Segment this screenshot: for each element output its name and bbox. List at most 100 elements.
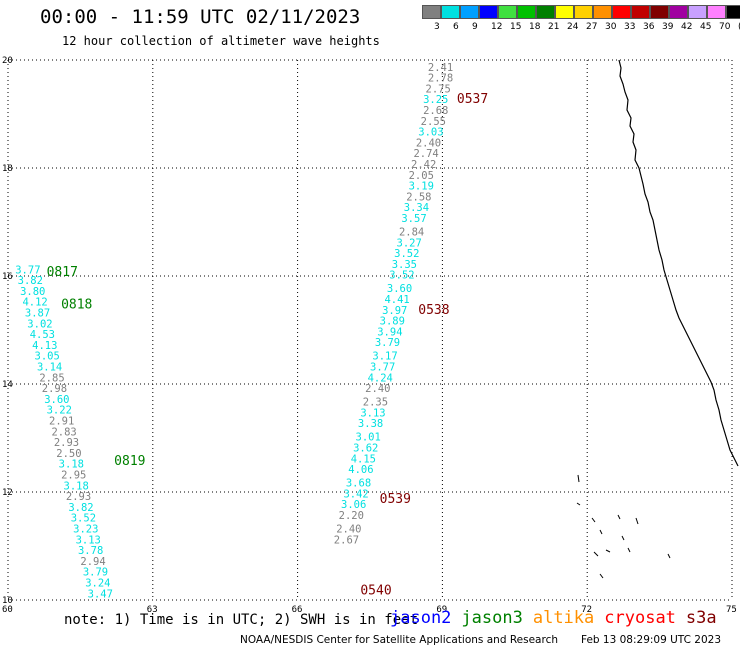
satellite-tracks: 2.412.782.753.252.682.553.032.402.742.42…	[15, 62, 488, 600]
wave-height-value: 3.38	[358, 418, 383, 430]
wave-height-value: 3.80	[20, 286, 45, 298]
units-note: note: 1) Time is in UTC; 2) SWH is in fe…	[64, 612, 419, 628]
wave-height-value: 3.24	[85, 578, 110, 590]
x-tick-label: 66	[292, 605, 303, 615]
colorbar-label: 45	[700, 22, 712, 32]
colorbar-swatch	[460, 5, 479, 19]
wave-height-value: 3.97	[382, 305, 407, 317]
wave-height-value: 2.58	[406, 191, 431, 203]
wave-height-value: 3.14	[37, 362, 62, 374]
wave-height-value: 2.40	[365, 383, 390, 395]
wave-height-value: 3.62	[353, 443, 378, 455]
wave-height-value: 3.25	[423, 94, 448, 106]
india-west-coastline	[618, 59, 739, 467]
wave-height-value: 3.94	[377, 326, 402, 338]
pass-time-label: 0817	[47, 265, 78, 280]
colorbar-swatch	[536, 5, 555, 19]
wave-height-value: 2.40	[336, 524, 361, 536]
colorbar-label: 24	[567, 22, 579, 32]
island-10	[627, 547, 631, 553]
axis-tick-labels: 60 63 66 69 72 75 20 18 16 14 12 10	[2, 56, 737, 615]
island-12	[599, 573, 604, 579]
colorbar-swatch	[593, 5, 612, 19]
colorbar-swatch	[441, 5, 460, 19]
wave-height-value: 3.34	[404, 202, 429, 214]
island-11	[667, 553, 671, 559]
pass-time-label: 0537	[457, 92, 488, 107]
y-tick-label: 18	[2, 164, 13, 174]
colorbar-swatch	[422, 5, 441, 19]
wave-height-value: 3.18	[59, 459, 84, 471]
legend-cryosat: cryosat	[604, 608, 676, 628]
y-tick-label: 14	[2, 380, 13, 390]
wave-height-value: 3.05	[35, 351, 60, 363]
wave-height-value: 2.20	[339, 510, 364, 522]
island-9	[605, 549, 611, 553]
grid-lines	[7, 59, 733, 601]
legend-s3a: s3a	[685, 608, 717, 628]
wave-height-value: 3.23	[73, 524, 98, 536]
colorbar-swatch	[517, 5, 536, 19]
island-2	[576, 502, 581, 506]
colorbar-swatch	[707, 5, 726, 19]
colorbar-label: 30	[605, 22, 617, 32]
wave-height-value: 3.79	[375, 337, 400, 349]
wave-height-value: 2.67	[334, 534, 359, 546]
colorbar-label: 27	[586, 22, 598, 32]
wave-height-value: 3.68	[346, 478, 371, 490]
wave-height-value: 3.47	[88, 588, 113, 600]
colorbar-label: 6	[453, 22, 459, 32]
wave-height-value: 2.35	[363, 397, 388, 409]
island-6	[599, 529, 603, 535]
colorbar-swatch	[650, 5, 669, 19]
colorbar-swatch	[479, 5, 498, 19]
colorbar-swatch	[669, 5, 688, 19]
y-tick-label: 10	[2, 596, 13, 606]
wave-height-value: 3.78	[78, 545, 103, 557]
colorbar-label: 36	[643, 22, 655, 32]
x-tick-label: 60	[2, 605, 13, 615]
source-credit: NOAA/NESDIS Center for Satellite Applica…	[240, 634, 558, 646]
map-subtitle: 12 hour collection of altimeter wave hei…	[62, 34, 380, 48]
wave-height-value: 2.40	[416, 137, 441, 149]
pass-time-label: 0539	[380, 492, 411, 507]
x-tick-label: 69	[436, 605, 447, 615]
y-tick-label: 20	[2, 56, 13, 66]
wave-height-value: 3.52	[71, 513, 96, 525]
wave-height-value: 3.89	[380, 316, 405, 328]
wave-height-value: 2.50	[56, 448, 81, 460]
wave-height-value: 2.42	[411, 159, 436, 171]
wave-height-value: 3.17	[372, 351, 397, 363]
wave-height-value: 3.35	[392, 259, 417, 271]
island-5	[635, 517, 639, 525]
wave-height-value: 3.87	[25, 308, 50, 320]
x-tick-label: 75	[726, 605, 737, 615]
pass-time-label: 0538	[418, 303, 449, 318]
wave-height-value: 4.15	[351, 453, 376, 465]
colorbar-swatch	[726, 5, 740, 19]
colorbar-swatch	[631, 5, 650, 19]
wave-height-value: 2.78	[428, 73, 453, 85]
wave-height-value: 3.60	[387, 283, 412, 295]
colorbar-label: 42	[681, 22, 693, 32]
wave-height-value: 2.93	[66, 491, 91, 503]
wave-height-value: 3.03	[418, 127, 443, 139]
y-tick-label: 16	[2, 272, 13, 282]
colorbar-label: 21	[548, 22, 560, 32]
wave-height-value: 2.41	[428, 62, 453, 74]
colorbar-label: 33	[624, 22, 636, 32]
x-tick-label: 63	[147, 605, 158, 615]
wave-height-value: 3.27	[397, 237, 422, 249]
wave-height-value: 3.13	[360, 407, 385, 419]
wave-height-value: 4.41	[384, 294, 409, 306]
colorbar-swatch	[688, 5, 707, 19]
wave-height-value: 3.52	[389, 270, 414, 282]
wave-height-value: 2.55	[421, 116, 446, 128]
wave-height-value: 3.57	[401, 213, 426, 225]
wave-height-value: 3.22	[47, 405, 72, 417]
colorbar-label: 18	[529, 22, 541, 32]
wave-height-value: 2.91	[49, 416, 74, 428]
legend-jason2: jason2	[390, 608, 452, 628]
wave-height-value: 2.84	[399, 227, 424, 239]
